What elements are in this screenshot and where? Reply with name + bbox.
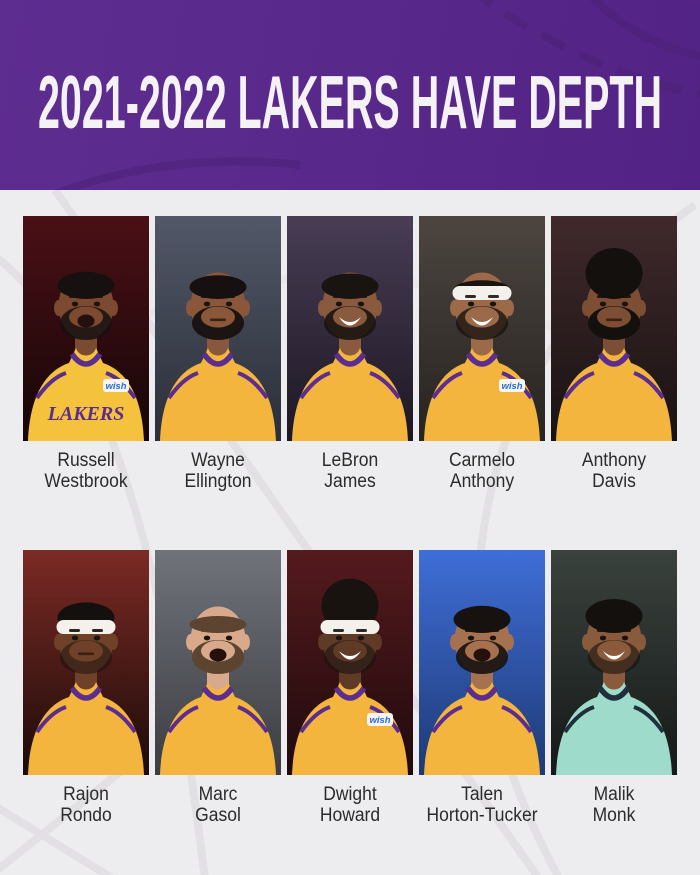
player-row-bottom: Rajon Rondo [0,550,700,826]
player-first-name: Anthony [581,450,647,471]
player-row-top: LAKERS wish Russell Westbrook [0,216,700,492]
player-portrait-illustration [556,599,672,775]
player-portrait-illustration: wish [424,272,540,441]
player-name: Dwight Howard [292,784,408,826]
player-photo [155,550,281,775]
player-name: LeBron James [292,450,408,492]
player-card-dwight-howard: wish Dwight Howard [287,550,413,826]
headband [56,620,116,634]
jersey-sponsor-patch-label: wish [369,715,390,726]
player-card-malik-monk: Malik Monk [551,550,677,826]
headband [452,286,512,300]
player-card-russell-westbrook: LAKERS wish Russell Westbrook [23,216,149,492]
headline-banner-svg: 2021-2022 LAKERS HAVE DEPTH [38,0,700,190]
player-portrait-illustration [424,605,540,775]
player-name: Rajon Rondo [28,784,144,826]
player-grid: LAKERS wish Russell Westbrook [0,190,700,826]
player-first-name: Wayne [191,450,245,471]
player-photo [155,216,281,441]
player-photo: LAKERS wish [23,216,149,441]
player-portrait-illustration [556,248,672,441]
player-last-name: Anthony [449,471,515,492]
player-last-name: James [324,471,376,492]
jersey-sponsor-patch [499,379,525,392]
player-name: Malik Monk [556,784,672,826]
player-card-carmelo-anthony: wish Carmelo Anthony [419,216,545,492]
player-name: Marc Gasol [160,784,276,826]
player-name: Russell Westbrook [28,450,144,492]
player-first-name: Talen [461,784,503,805]
player-first-name: LeBron [321,450,379,471]
player-card-rajon-rondo: Rajon Rondo [23,550,149,826]
player-last-name: Westbrook [44,471,128,492]
player-photo: wish [287,550,413,775]
headline-banner: 2021-2022 LAKERS HAVE DEPTH [0,0,700,190]
player-photo [551,216,677,441]
player-portrait-illustration: wish [292,578,408,775]
player-last-name: Ellington [184,471,252,492]
player-first-name: Dwight [323,784,377,805]
player-card-wayne-ellington: Wayne Ellington [155,216,281,492]
player-name: Talen Horton-Tucker [424,784,540,826]
player-photo [287,216,413,441]
player-name: Wayne Ellington [160,450,276,492]
player-name: Carmelo Anthony [424,450,540,492]
banner-basketball-art [54,0,700,190]
player-portrait-illustration [160,606,276,775]
player-name: Anthony Davis [556,450,672,492]
jersey-wordmark: LAKERS [47,403,125,425]
player-first-name: Malik [593,784,635,805]
player-last-name: Monk [592,805,636,826]
player-last-name: Gasol [195,805,241,826]
jersey-sponsor-patch [367,713,393,726]
page-title: 2021-2022 LAKERS HAVE DEPTH [38,60,662,144]
player-first-name: Carmelo [448,450,516,471]
jersey-sponsor-patch-label: wish [501,381,522,392]
player-portrait-illustration [160,272,276,441]
player-last-name: Davis [592,471,636,492]
player-card-anthony-davis: Anthony Davis [551,216,677,492]
player-card-lebron-james: LeBron James [287,216,413,492]
player-photo: wish [419,216,545,441]
player-last-name: Howard [319,805,381,826]
player-photo [23,550,149,775]
player-portrait-illustration [292,272,408,441]
player-portrait-illustration [28,602,144,775]
player-first-name: Russell [57,450,115,471]
player-card-marc-gasol: Marc Gasol [155,550,281,826]
jersey-sponsor-patch [103,379,129,392]
player-card-talen-horton-tucker: Talen Horton-Tucker [419,550,545,826]
player-portrait-illustration: LAKERS wish [28,271,144,441]
player-photo [419,550,545,775]
player-photo [551,550,677,775]
player-first-name: Rajon [63,784,109,805]
headband [320,620,380,634]
player-last-name: Horton-Tucker [426,805,538,826]
jersey-sponsor-patch-label: wish [105,381,126,392]
player-last-name: Rondo [60,805,112,826]
player-first-name: Marc [198,784,238,805]
